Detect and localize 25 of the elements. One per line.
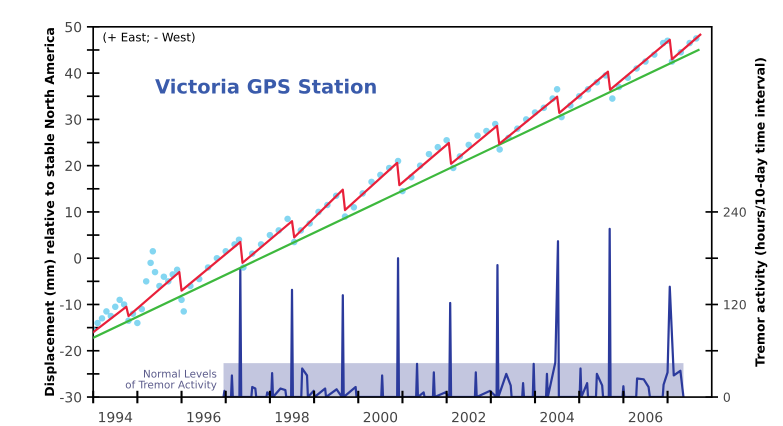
text: Victoria GPS Station: [155, 78, 376, 94]
y-tick-label: 50: [65, 22, 82, 32]
y-tick-label: -20: [60, 346, 82, 356]
y2-tick-label: 240: [724, 207, 746, 217]
y-tick-label: 10: [66, 206, 82, 218]
y-tick-label: -30: [60, 392, 82, 403]
y-tick-label: 40: [65, 68, 82, 79]
y-tick-label: 20: [65, 160, 82, 172]
y-tick-label: 0: [74, 253, 82, 264]
y-tick-label: 30: [65, 114, 82, 125]
x-tick-label: 1996: [187, 412, 220, 422]
line-series: [222, 228, 685, 398]
x-tick-label: 2006: [628, 412, 662, 422]
y2-tick-label: 0: [724, 392, 730, 402]
x-tick-label: 2002: [452, 412, 486, 422]
y-axis-title: Displacement (mm) relative to stable North America: [44, 28, 57, 396]
y2-axis-title: Tremor activity (hours/10-day time interval): [755, 58, 768, 367]
x-tick-label: 2000: [364, 412, 398, 422]
x-tick-label: 2004: [540, 412, 574, 422]
x-tick-label: 1998: [276, 412, 309, 422]
y2-tick-label: 120: [724, 300, 746, 310]
y-tick-label: -10: [60, 299, 82, 310]
annotation: (+ East; - West): [103, 32, 195, 43]
band-label: Normal Levels of Tremor Activity: [126, 370, 217, 391]
x-tick-label: 1994: [99, 412, 132, 422]
